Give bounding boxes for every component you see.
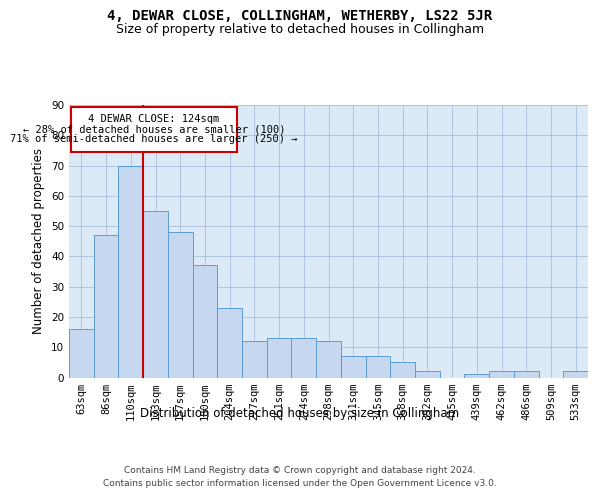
Bar [69, 329, 94, 378]
Bar [292, 338, 316, 378]
Bar [267, 338, 292, 378]
Bar [118, 166, 143, 378]
Text: 71% of semi-detached houses are larger (250) →: 71% of semi-detached houses are larger (… [10, 134, 298, 144]
Text: Distribution of detached houses by size in Collingham: Distribution of detached houses by size … [140, 408, 460, 420]
Text: 4 DEWAR CLOSE: 124sqm: 4 DEWAR CLOSE: 124sqm [88, 114, 220, 124]
Bar [193, 266, 217, 378]
Bar [168, 232, 193, 378]
Bar [217, 308, 242, 378]
Bar [341, 356, 365, 378]
Bar [242, 341, 267, 378]
Bar [489, 372, 514, 378]
Bar [563, 372, 588, 378]
Y-axis label: Number of detached properties: Number of detached properties [32, 148, 46, 334]
Text: Contains HM Land Registry data © Crown copyright and database right 2024.
Contai: Contains HM Land Registry data © Crown c… [103, 466, 497, 487]
FancyBboxPatch shape [71, 106, 237, 152]
Text: Size of property relative to detached houses in Collingham: Size of property relative to detached ho… [116, 22, 484, 36]
Text: ← 28% of detached houses are smaller (100): ← 28% of detached houses are smaller (10… [23, 124, 285, 134]
Bar [316, 341, 341, 378]
Bar [415, 372, 440, 378]
Text: 4, DEWAR CLOSE, COLLINGHAM, WETHERBY, LS22 5JR: 4, DEWAR CLOSE, COLLINGHAM, WETHERBY, LS… [107, 9, 493, 23]
Bar [94, 235, 118, 378]
Bar [143, 211, 168, 378]
Bar [514, 372, 539, 378]
Bar [390, 362, 415, 378]
Bar [464, 374, 489, 378]
Bar [365, 356, 390, 378]
